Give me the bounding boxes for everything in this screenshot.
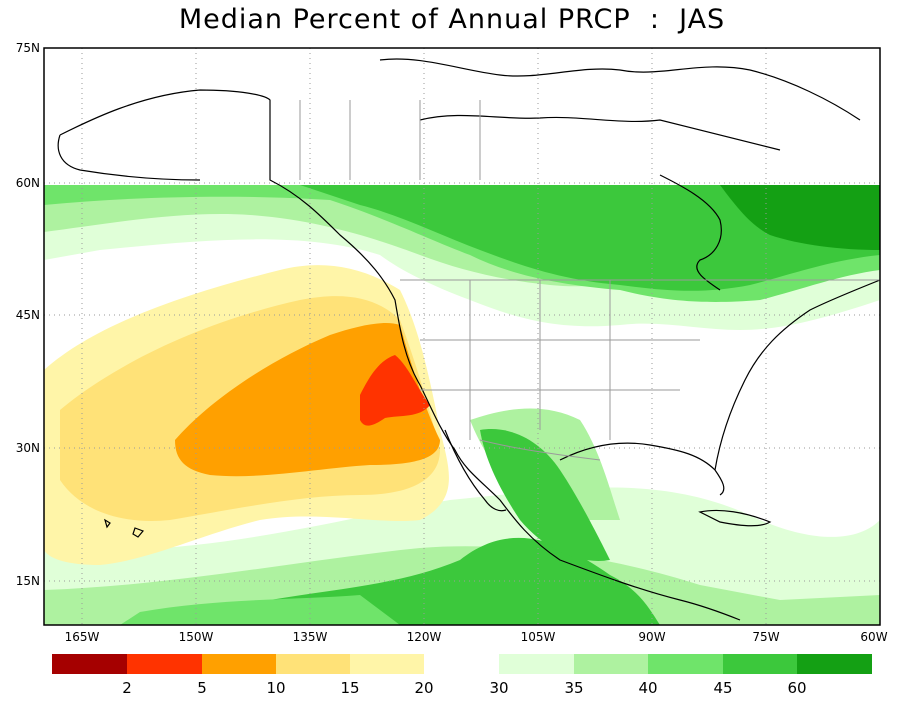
band-60-plus-north	[720, 185, 880, 250]
map-title: Median Percent of Annual PRCP : JAS	[178, 4, 726, 35]
legend-label: 20	[414, 679, 433, 697]
legend-swatch	[202, 654, 276, 674]
lon-label: 120W	[407, 630, 442, 644]
legend-label: 60	[787, 679, 806, 697]
graticule	[44, 48, 880, 625]
legend-label: 30	[489, 679, 508, 697]
band-2-5	[360, 355, 430, 426]
legend-label: 2	[122, 679, 132, 697]
precip-field	[44, 185, 880, 625]
longitude-axis: 165W 150W 135W 120W 105W 90W 75W 60W	[65, 630, 888, 644]
legend-swatch	[797, 654, 872, 674]
map-plot-area	[43, 47, 881, 626]
lat-label: 75N	[16, 41, 40, 55]
lon-label: 105W	[521, 630, 556, 644]
legend-label: 15	[340, 679, 359, 697]
legend-label: 10	[266, 679, 285, 697]
legend-swatch	[574, 654, 648, 674]
band-5-10	[175, 323, 440, 477]
color-legend: 2 5 10 15 20 30 35 40 45 60	[52, 654, 872, 697]
lon-label: 90W	[638, 630, 665, 644]
legend-label: 40	[638, 679, 657, 697]
political-boundaries	[299, 100, 880, 461]
latitude-axis: 75N 60N 45N 30N 15N	[16, 41, 40, 588]
band-45-60-mexico	[480, 429, 610, 561]
lon-label: 135W	[293, 630, 328, 644]
lon-label: 165W	[65, 630, 100, 644]
legend-label: 35	[564, 679, 583, 697]
lon-label: 60W	[860, 630, 887, 644]
plot-frame	[43, 47, 881, 626]
legend-swatch	[350, 654, 424, 674]
band-40-45-south	[120, 595, 400, 625]
legend-swatch	[52, 654, 127, 674]
legend-swatch	[648, 654, 723, 674]
lat-label: 15N	[16, 574, 40, 588]
lat-label: 30N	[16, 441, 40, 455]
lat-label: 45N	[16, 308, 40, 322]
legend-swatch	[499, 654, 574, 674]
lon-label: 75W	[752, 630, 779, 644]
band-45-60-north	[300, 185, 880, 291]
legend-swatch	[723, 654, 797, 674]
legend-label: 45	[713, 679, 732, 697]
legend-label: 5	[197, 679, 207, 697]
legend-swatch	[127, 654, 202, 674]
lat-label: 60N	[16, 176, 40, 190]
lon-label: 150W	[179, 630, 214, 644]
legend-swatch	[276, 654, 350, 674]
